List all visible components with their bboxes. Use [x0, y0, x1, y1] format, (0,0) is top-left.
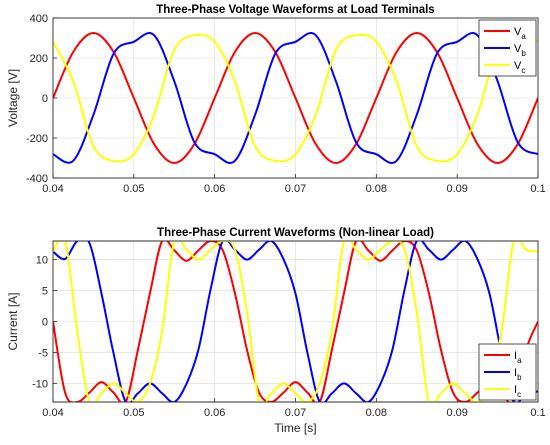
- y-tick-label: -10: [32, 378, 48, 390]
- legend-label-sub: a: [517, 356, 522, 365]
- current-plot: 0.04 0.05 0.06 0.07 0.08 0.09 0.1 10 5 0 -5 -10 Thre…: [6, 227, 546, 435]
- x-tick-label: 0.04: [42, 407, 63, 419]
- legend-label-sub: c: [521, 66, 525, 75]
- x-tick-label: 0.08: [366, 183, 387, 195]
- x-tick-label: 0.06: [204, 407, 225, 419]
- legend-label-Va: Va: [514, 26, 526, 41]
- series-line-Va: [53, 32, 538, 164]
- x-axis-label: Time [s]: [274, 421, 316, 435]
- series-group: [53, 241, 538, 402]
- x-tick-label: 0.07: [285, 183, 306, 195]
- x-tick-label: 0.05: [123, 183, 144, 195]
- y-tick-label: 400: [30, 13, 48, 25]
- plot-frame: [52, 240, 539, 403]
- legend-label-Ib: Ib: [514, 367, 522, 382]
- legend-label-Vb: Vb: [514, 43, 526, 58]
- x-tick-label: 0.09: [446, 407, 467, 419]
- legend-label-main: V: [514, 43, 522, 55]
- x-tick-label: 0.04: [42, 183, 63, 195]
- legend-label-main: I: [514, 384, 517, 396]
- y-tick-label: -200: [26, 133, 48, 145]
- y-tick-label: 10: [36, 255, 48, 267]
- x-tick-label: 0.1: [530, 407, 545, 419]
- legend-label-Vc: Vc: [514, 60, 525, 75]
- legend-label-main: I: [514, 367, 517, 379]
- series-line-Vc: [53, 33, 538, 163]
- y-axis-label: Current [A]: [6, 292, 20, 350]
- legend-label-Ic: Ic: [514, 384, 521, 399]
- x-tick-label: 0.07: [285, 407, 306, 419]
- legend-label-main: V: [514, 26, 522, 38]
- x-tick-label: 0.05: [123, 407, 144, 419]
- chart-title: Three-Phase Voltage Waveforms at Load Te…: [156, 4, 434, 16]
- legend-label-main: I: [514, 350, 517, 362]
- x-tick-label: 0.08: [366, 407, 387, 419]
- y-tick-label: 5: [42, 286, 48, 298]
- legend-label-main: V: [514, 60, 522, 72]
- plot-frame: [52, 17, 539, 179]
- y-tick-label: 0: [42, 93, 48, 105]
- y-tick-label: -5: [38, 347, 48, 359]
- legend-label-sub: b: [517, 373, 522, 382]
- series-line-Vb: [53, 32, 538, 164]
- series-line-Ia: [53, 241, 538, 402]
- y-axis-label: Voltage [V]: [6, 69, 20, 127]
- legend-label-Ia: Ia: [514, 350, 522, 365]
- y-tick-label: -400: [26, 173, 48, 185]
- series-group: [53, 32, 538, 164]
- y-tick-label: 0: [42, 317, 48, 329]
- x-tick-label: 0.06: [204, 183, 225, 195]
- legend-label-sub: c: [517, 390, 521, 399]
- y-tick-label: 200: [30, 53, 48, 65]
- legend-label-sub: a: [521, 32, 526, 41]
- voltage-plot: 0.04 0.05 0.06 0.07 0.08 0.09 0.1 400 200 0 -200 -4…: [6, 4, 546, 195]
- x-tick-label: 0.09: [446, 183, 467, 195]
- legend-label-sub: b: [521, 49, 526, 58]
- x-tick-label: 0.1: [530, 183, 545, 195]
- series-line-Ic: [53, 241, 538, 402]
- series-line-Ib: [53, 241, 538, 402]
- chart-title: Three-Phase Current Waveforms (Non-linea…: [157, 227, 434, 239]
